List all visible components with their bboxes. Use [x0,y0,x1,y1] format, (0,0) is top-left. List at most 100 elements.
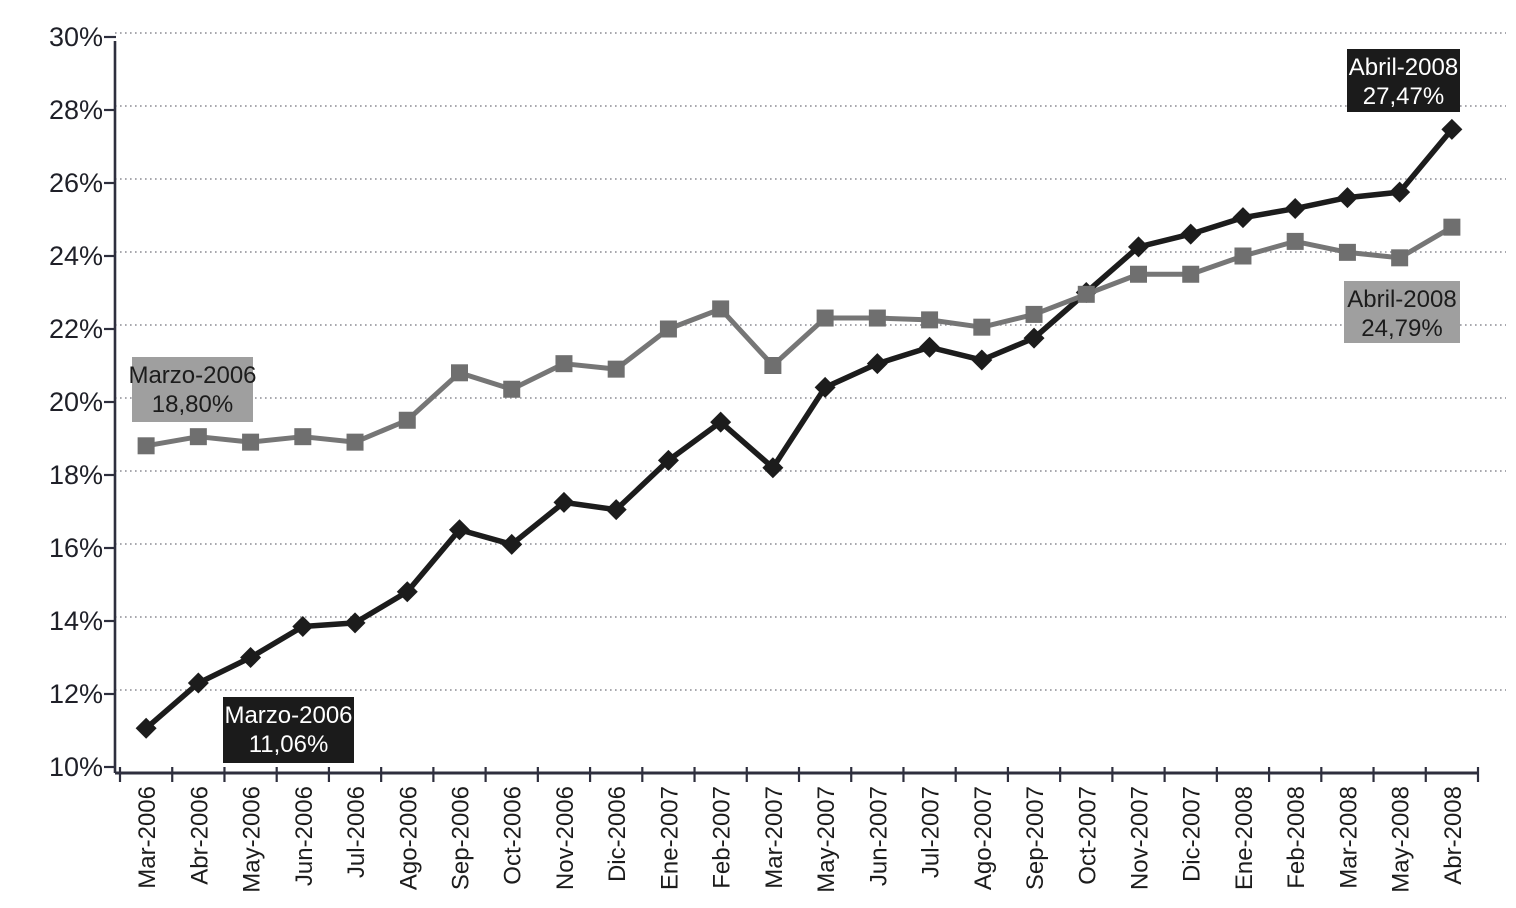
x-axis-label: Mar-2008 [1335,786,1362,889]
x-axis-label: Dic-2007 [1179,786,1206,882]
annotation-box-ann-gray-start [132,357,253,422]
annotation-ann-dark-start-line1: Marzo-2006 [224,702,352,729]
series-1-marker-diamond [1023,327,1045,349]
series-2-marker-square [973,318,991,336]
y-axis-label: 28% [49,95,103,125]
series-1-marker-diamond [762,457,784,479]
series-1-marker-diamond [1336,187,1358,209]
series-1-marker-diamond [187,672,209,694]
series-2-marker-square [1182,265,1200,283]
series-1-marker-diamond [1441,118,1463,140]
series-2-marker-square [921,311,939,329]
x-axis-label: Feb-2007 [709,786,736,889]
x-axis-label: Jul-2007 [918,786,945,878]
series-1-marker-diamond [449,519,470,541]
x-axis-label: Mar-2006 [134,786,161,889]
annotation-box-ann-dark-start [223,697,354,763]
series-1-marker-diamond [605,499,627,521]
series-1-marker-diamond [344,612,366,634]
x-axis-label: Jun-2006 [291,786,318,886]
series-2-marker-square [1338,243,1356,261]
series-1-marker-diamond [866,353,888,375]
series-1-marker-diamond [1389,181,1411,203]
series-1-marker-diamond [710,411,732,433]
series-2-marker-square [451,364,468,382]
series-1-marker-diamond [919,336,941,358]
x-axis-label: Sep-2007 [1022,786,1049,890]
series-1-marker-diamond [971,349,993,371]
series-1-marker-diamond [1180,223,1202,245]
annotation-ann-dark-end-line1: Abril-2008 [1349,54,1458,81]
y-axis-label: 20% [49,387,103,417]
x-axis-label: Ago-2006 [395,786,422,890]
annotation-ann-dark-start-line2: 11,06% [249,731,329,758]
x-axis-label: Oct-2006 [500,786,527,885]
x-axis-label: Ene-2007 [656,786,683,890]
series-2-marker-square [398,411,416,429]
series-2-marker-square [712,300,730,318]
annotation-ann-gray-start-line1: Marzo-2006 [128,362,256,389]
annotation-ann-gray-end-line1: Abril-2008 [1347,286,1456,313]
y-axis-label: 12% [49,679,103,709]
y-axis-label: 10% [49,752,103,782]
annotation-box-ann-dark-end [1347,49,1460,112]
x-axis-label: Jul-2006 [343,786,370,878]
x-axis-label: Nov-2006 [552,786,579,890]
series-2-marker-square [816,309,834,327]
x-axis-label: Abr-2008 [1440,786,1467,885]
series-2-marker-square [1130,265,1147,283]
x-axis-label: Feb-2008 [1283,786,1310,889]
series-1-marker-diamond [657,449,679,471]
x-axis-label: Mar-2007 [761,786,788,889]
series-2-marker-square [294,428,312,446]
series-2-marker-square [555,355,573,373]
series-1-marker-diamond [1284,198,1306,220]
y-axis-label: 22% [49,314,103,344]
x-axis-label: Jun-2007 [865,786,892,886]
series-2-marker-square [607,360,625,378]
series-2-marker-square [764,357,782,374]
y-axis-label: 14% [49,606,103,636]
annotation-ann-dark-end-line2: 27,47% [1363,83,1444,110]
series-2-marker-square [1234,247,1252,265]
x-axis-label: Ene-2008 [1231,786,1258,890]
x-axis-label: Nov-2007 [1127,786,1154,890]
y-axis-label: 24% [49,241,103,271]
annotation-ann-gray-start-line2: 18,80% [152,391,233,418]
series-1-marker-diamond [396,581,418,603]
series-1-marker-diamond [814,376,836,398]
annotation-box-ann-gray-end [1344,281,1460,343]
series-1-marker-diamond [501,533,523,555]
x-axis-label: Dic-2006 [604,786,631,882]
series-2-marker-square [1443,218,1461,236]
series-2-marker-square [868,309,886,327]
x-axis-label: Oct-2007 [1074,786,1101,885]
y-axis-label: 30% [49,22,103,52]
series-2-marker-square [1025,305,1043,323]
x-axis-label: May-2006 [239,786,266,893]
series-1-marker-diamond [240,647,262,668]
series-2-marker-square [1077,285,1095,303]
x-axis-label: Abr-2006 [186,786,213,885]
x-axis-label: Sep-2006 [448,786,475,890]
series-2-marker-square [242,433,260,451]
series-2-marker-square [346,433,364,451]
series-1-marker-diamond [1128,236,1149,258]
series-2-marker-square [189,428,207,446]
y-axis-label: 16% [49,533,103,563]
series-1-marker-diamond [292,615,314,637]
series-2-marker-square [137,437,155,455]
x-axis-label: May-2008 [1388,786,1415,893]
x-axis-label: May-2007 [813,786,840,893]
series-2-marker-square [659,320,677,338]
series-2-line [145,225,1454,449]
y-axis-label: 18% [49,460,103,490]
series-1-line [144,127,1454,731]
series-1-marker-diamond [135,717,157,739]
annotation-ann-gray-end-line2: 24,79% [1361,315,1442,342]
series-2-marker-square [1391,249,1409,267]
series-1-marker-diamond [1232,207,1254,229]
x-axis-label: Ago-2007 [970,786,997,890]
series-2-marker-square [503,380,521,398]
